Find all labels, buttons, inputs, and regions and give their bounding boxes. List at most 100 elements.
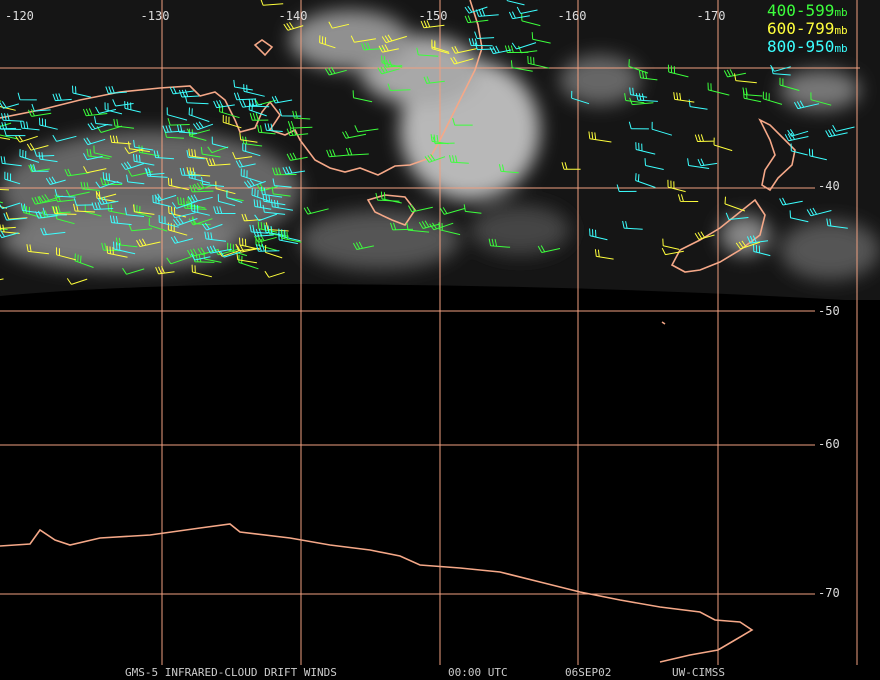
wind-barb <box>222 114 242 129</box>
wind-barb <box>518 45 538 54</box>
wind-barb <box>191 264 213 278</box>
wind-barb <box>54 188 76 198</box>
wind-barb <box>102 172 123 184</box>
wind-barb <box>4 171 21 185</box>
wind-barb <box>215 181 236 195</box>
wind-barb <box>0 202 21 210</box>
latitude-label: -70 <box>818 586 840 600</box>
wind-barb <box>145 168 168 178</box>
latitude-label: -50 <box>818 304 840 318</box>
wind-barb <box>511 42 537 50</box>
wind-barb <box>128 223 153 232</box>
wind-barb <box>352 90 373 103</box>
wind-barb <box>537 245 561 253</box>
wind-barb <box>506 0 525 6</box>
wind-barb <box>406 222 430 233</box>
wind-barb <box>191 203 210 216</box>
longitude-label: -160 <box>558 9 587 23</box>
wind-barb <box>673 92 695 103</box>
wind-barb <box>206 158 231 167</box>
wind-barb <box>635 92 658 102</box>
wind-barb <box>475 8 499 17</box>
wind-barb <box>97 196 119 205</box>
wind-barb <box>168 205 187 218</box>
wind-barb <box>474 31 495 39</box>
wind-barb <box>213 206 236 214</box>
wind-barb <box>26 244 49 255</box>
wind-barb <box>52 206 77 215</box>
wind-barb <box>31 196 57 205</box>
wind-barb <box>94 116 113 126</box>
legend-label: 800-950 <box>767 37 834 56</box>
wind-barb <box>508 11 530 20</box>
wind-barb <box>213 99 235 109</box>
wind-barb <box>271 95 293 104</box>
wind-barb <box>255 244 280 252</box>
wind-barb <box>178 89 200 98</box>
wind-barb <box>257 124 276 135</box>
wind-barb <box>211 136 229 149</box>
wind-barb <box>429 222 454 231</box>
wind-barb <box>100 177 123 186</box>
wind-barb <box>188 148 208 159</box>
wind-barb <box>172 217 198 226</box>
longitude-label: -130 <box>141 9 170 23</box>
wind-barb <box>66 278 88 285</box>
wind-barb <box>40 227 66 236</box>
wind-barb <box>424 154 446 163</box>
wind-barb <box>667 179 686 193</box>
wind-barb <box>588 131 612 143</box>
wind-barb <box>0 201 3 204</box>
wind-barb <box>734 73 757 84</box>
wind-barb <box>644 158 664 170</box>
wind-barb <box>20 120 40 131</box>
longitude-labels: -120 -130 -140 -150 -160 -170 <box>5 9 725 23</box>
wind-barb <box>73 198 93 206</box>
wind-barb <box>166 107 188 121</box>
wind-barb <box>431 39 450 53</box>
wind-barb <box>51 205 71 214</box>
wind-barb <box>531 32 551 44</box>
wind-barb <box>170 211 196 219</box>
wind-barb <box>105 86 127 94</box>
product-label: GMS-5 INFRARED-CLOUD DRIFT WINDS <box>125 666 337 679</box>
wind-barb <box>236 252 257 264</box>
wind-barb <box>793 100 820 110</box>
wind-barb <box>249 113 269 121</box>
wind-barb <box>64 168 90 177</box>
wind-barb <box>635 173 656 188</box>
wind-barb <box>0 156 22 167</box>
wind-barb <box>236 244 260 253</box>
wind-barb <box>186 128 211 136</box>
wind-barb <box>113 241 136 255</box>
wind-barb <box>248 102 267 117</box>
wind-barb <box>127 169 153 177</box>
wind-barb <box>561 162 581 170</box>
wind-barb <box>233 92 257 101</box>
wind-barb <box>91 202 114 210</box>
wind-barb <box>789 210 809 223</box>
wind-barb <box>677 194 699 202</box>
wind-barb <box>464 15 489 24</box>
wind-barb <box>628 121 649 130</box>
wind-barb <box>126 174 145 185</box>
wind-barb <box>390 222 414 231</box>
wind-barb <box>171 200 198 209</box>
wind-barb <box>95 190 116 202</box>
longitude-label: -170 <box>697 9 726 23</box>
wind-barb <box>200 146 221 158</box>
wind-barb <box>39 117 58 130</box>
wind-barb <box>153 150 175 160</box>
wind-barb <box>832 124 855 132</box>
legend-label: 600-799 <box>767 19 834 38</box>
wind-barb <box>694 134 714 142</box>
wind-barb <box>15 134 38 143</box>
wind-barb <box>219 250 241 258</box>
wind-barb <box>328 21 350 29</box>
wind-barb <box>527 55 550 69</box>
wind-barb <box>687 158 710 169</box>
wind-barb <box>112 99 134 107</box>
wind-barb <box>87 122 109 131</box>
wind-barb <box>707 82 730 96</box>
